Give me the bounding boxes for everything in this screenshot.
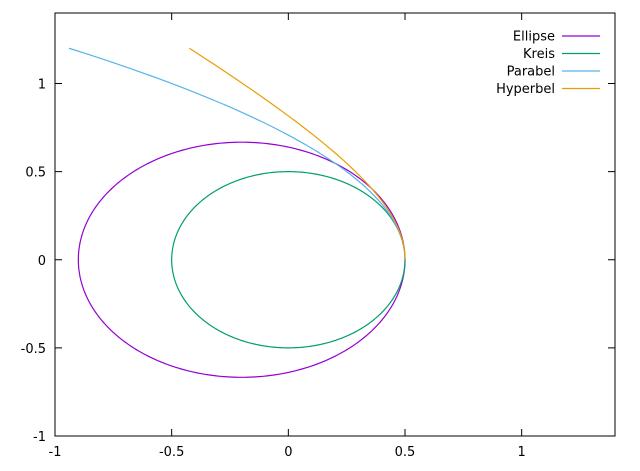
legend-label-parabel: Parabel bbox=[507, 65, 555, 80]
legend-label-kreis: Kreis bbox=[523, 47, 555, 62]
legend: Ellipse Kreis Parabel Hyperbel bbox=[496, 30, 600, 97]
x-tick-label-4: 1 bbox=[518, 445, 526, 460]
series-line-parabel bbox=[68, 47, 406, 260]
series-curves bbox=[68, 47, 406, 378]
x-tick-label-2: 0 bbox=[284, 445, 292, 460]
y-tick-label-3: 0.5 bbox=[25, 166, 46, 181]
x-tick-label-3: 0.5 bbox=[395, 445, 416, 460]
y-tick-label-1: -0.5 bbox=[21, 342, 46, 357]
series-line-hyperbel bbox=[189, 47, 406, 260]
y-tick-label-2: 0 bbox=[38, 254, 46, 269]
y-tick-label-4: 1 bbox=[38, 78, 46, 93]
axis-ticks: -1 -0.5 0 0.5 1 -1 -0.5 0 0.5 1 bbox=[21, 13, 615, 460]
legend-label-ellipse: Ellipse bbox=[513, 30, 555, 45]
series-line-kreis bbox=[171, 171, 406, 349]
plot-frame bbox=[54, 12, 616, 437]
y-tick-label-0: -1 bbox=[33, 430, 46, 445]
legend-label-hyperbel: Hyperbel bbox=[496, 82, 555, 97]
series-line-ellipse bbox=[77, 141, 406, 378]
x-tick-label-1: -0.5 bbox=[159, 445, 184, 460]
x-tick-label-0: -1 bbox=[49, 445, 62, 460]
